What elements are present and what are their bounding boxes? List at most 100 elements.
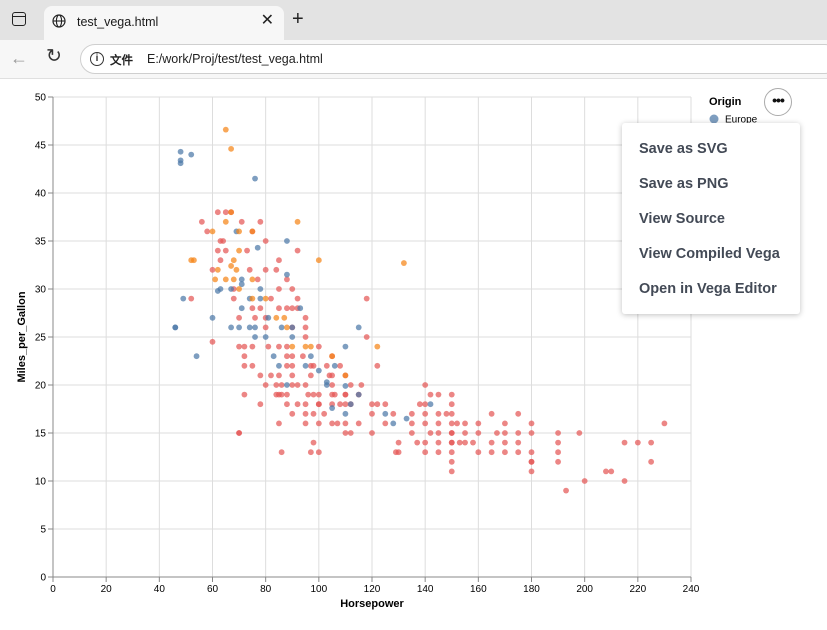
menu-item-view-source[interactable]: View Source xyxy=(639,211,725,227)
data-point-europe xyxy=(302,362,309,369)
data-point-usa xyxy=(369,410,375,417)
data-point-usa xyxy=(276,372,282,379)
legend-label-europe: Europe xyxy=(725,115,758,126)
x-tick-label: 0 xyxy=(50,584,56,595)
data-point-usa xyxy=(555,439,561,446)
data-point-usa xyxy=(262,324,269,331)
x-tick-label: 100 xyxy=(310,584,327,595)
x-tick-label: 80 xyxy=(260,584,272,595)
menu-item-save-svg[interactable]: Save as SVG xyxy=(639,141,728,157)
data-point-usa xyxy=(648,458,655,465)
browser-tab[interactable]: test_vega.html ✕ xyxy=(44,6,284,40)
data-point-usa xyxy=(257,305,264,312)
data-point-japan xyxy=(302,343,309,350)
data-point-japan xyxy=(284,324,290,331)
data-point-usa xyxy=(443,410,450,417)
data-point-japan xyxy=(249,228,256,235)
data-point-usa xyxy=(249,305,256,312)
y-tick-label: 0 xyxy=(40,573,46,584)
data-point-usa xyxy=(273,382,280,388)
data-point-europe xyxy=(297,305,304,312)
data-point-usa xyxy=(305,391,312,398)
data-point-usa xyxy=(289,372,296,379)
data-point-usa xyxy=(236,343,242,350)
address-bar[interactable]: i 文件 E:/work/Proj/test/test_vega.html xyxy=(80,44,827,74)
data-point-usa xyxy=(422,410,429,417)
menu-item-view-compiled-vega[interactable]: View Compiled Vega xyxy=(639,246,780,262)
data-point-europe xyxy=(228,286,235,292)
data-point-japan xyxy=(190,257,197,264)
data-point-japan xyxy=(273,314,280,321)
data-point-usa xyxy=(294,401,301,408)
tab-list-icon[interactable] xyxy=(12,12,26,26)
data-point-usa xyxy=(315,401,322,408)
data-point-usa xyxy=(315,343,322,350)
y-tick-label: 20 xyxy=(35,381,47,392)
globe-icon xyxy=(52,14,66,28)
data-point-usa xyxy=(395,449,402,456)
data-point-usa xyxy=(254,276,261,283)
data-point-usa xyxy=(555,458,561,465)
data-point-usa xyxy=(249,362,256,369)
data-point-usa xyxy=(462,439,468,446)
data-point-usa xyxy=(217,257,224,264)
data-point-usa xyxy=(448,449,455,456)
data-point-usa xyxy=(329,420,336,427)
data-point-usa xyxy=(268,295,274,302)
data-point-japan xyxy=(262,295,269,302)
actions-menu-button[interactable]: ••• xyxy=(764,88,792,116)
data-point-usa xyxy=(276,257,282,264)
data-point-usa xyxy=(435,410,442,417)
close-tab-icon[interactable]: ✕ xyxy=(260,12,274,29)
back-arrow-icon[interactable]: ← xyxy=(10,48,28,68)
data-point-usa xyxy=(342,430,349,436)
data-point-usa xyxy=(408,410,415,417)
data-point-usa xyxy=(238,218,245,225)
data-point-usa xyxy=(236,430,242,436)
new-tab-icon[interactable]: + xyxy=(292,8,304,30)
data-point-usa xyxy=(284,276,290,283)
y-tick-label: 25 xyxy=(35,333,47,344)
data-point-europe xyxy=(427,401,434,408)
y-tick-label: 40 xyxy=(35,189,47,200)
data-point-usa xyxy=(278,449,285,456)
data-point-usa xyxy=(448,410,455,417)
data-point-europe xyxy=(236,324,242,331)
grid-lines xyxy=(52,96,692,578)
data-point-usa xyxy=(382,401,389,408)
x-tick-label: 120 xyxy=(364,584,381,595)
data-point-usa xyxy=(608,468,615,475)
address-url[interactable]: E:/work/Proj/test/test_vega.html xyxy=(147,52,323,66)
data-points xyxy=(172,126,668,494)
menu-item-save-png[interactable]: Save as PNG xyxy=(639,176,729,192)
x-tick-label: 20 xyxy=(101,584,113,595)
data-point-usa xyxy=(257,372,264,379)
data-point-europe xyxy=(270,353,277,360)
data-point-europe xyxy=(188,151,195,158)
data-point-europe xyxy=(172,324,179,331)
data-point-usa xyxy=(363,334,370,340)
menu-item-open-vega-editor[interactable]: Open in Vega Editor xyxy=(639,281,777,297)
y-tick-label: 15 xyxy=(35,429,47,440)
data-point-europe xyxy=(278,324,285,331)
data-point-europe xyxy=(382,410,389,417)
data-point-usa xyxy=(188,295,195,302)
data-point-europe xyxy=(342,383,349,389)
data-point-japan xyxy=(342,372,349,379)
data-point-usa xyxy=(555,430,561,436)
data-point-usa xyxy=(427,391,434,398)
reload-icon[interactable]: ↻ xyxy=(46,46,62,67)
data-point-usa xyxy=(369,401,375,408)
data-point-usa xyxy=(289,362,296,369)
data-point-usa xyxy=(252,314,258,321)
data-point-usa xyxy=(621,439,628,446)
data-point-usa xyxy=(363,295,370,302)
data-point-usa xyxy=(488,410,495,417)
data-point-usa xyxy=(488,449,495,456)
data-point-usa xyxy=(323,362,330,369)
data-point-usa xyxy=(581,478,588,484)
data-point-japan xyxy=(228,145,235,152)
info-icon[interactable]: i xyxy=(90,52,104,66)
data-point-usa xyxy=(563,487,569,494)
data-point-usa xyxy=(310,410,317,417)
